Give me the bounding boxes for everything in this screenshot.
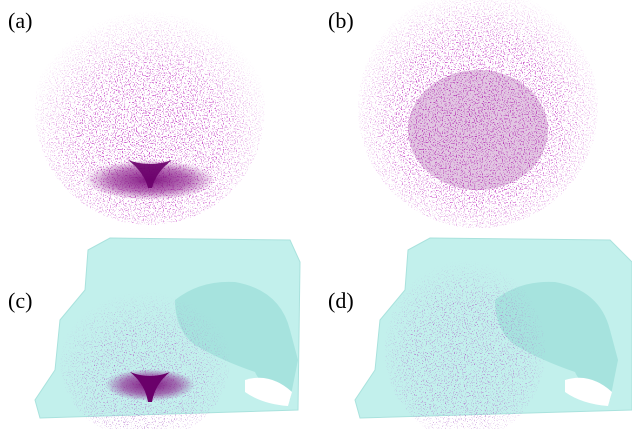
panel-d [355, 238, 632, 429]
figure: (a) (b) (c) (d) [0, 0, 632, 429]
panel-b [358, 0, 598, 228]
panel-a [35, 0, 265, 225]
panel-label: (c) [8, 288, 32, 313]
panel-label: (d) [328, 288, 354, 313]
dense-core [408, 70, 548, 190]
panel-c [35, 238, 300, 429]
panel-label: (b) [328, 8, 354, 33]
panel-label: (a) [8, 8, 32, 33]
